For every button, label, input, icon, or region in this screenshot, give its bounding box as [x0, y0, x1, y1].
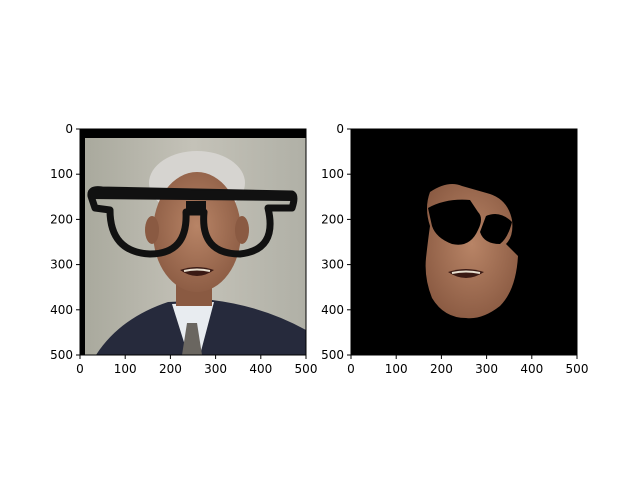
- right-xtick-label: 500: [566, 362, 589, 376]
- left-ytick-label: 300: [50, 258, 73, 272]
- eyeglasses-overlay-icon: [87, 186, 298, 258]
- right-ytick-label: 100: [321, 167, 344, 181]
- left-ytick-label: 0: [65, 122, 73, 136]
- left-black-border: [80, 129, 85, 355]
- left-ytick-label: 200: [50, 212, 73, 226]
- left-xtick-label: 200: [159, 362, 182, 376]
- right-ytick-label: 0: [336, 122, 344, 136]
- left-xtick-label: 300: [204, 362, 227, 376]
- tie: [182, 323, 202, 355]
- left-xtick-label: 0: [76, 362, 84, 376]
- top-black-border: [80, 129, 306, 138]
- left-image: [80, 129, 306, 355]
- right-image: [351, 129, 577, 355]
- left-ytick-label: 400: [50, 303, 73, 317]
- left-xtick-label: 400: [249, 362, 272, 376]
- left-xtick-label: 100: [114, 362, 137, 376]
- right-xtick-label: 200: [430, 362, 453, 376]
- right-xtick-label: 300: [475, 362, 498, 376]
- right-xtick-label: 100: [385, 362, 408, 376]
- left-xtick-label: 500: [295, 362, 318, 376]
- right-ytick-label: 400: [321, 303, 344, 317]
- face: [153, 172, 241, 292]
- right-xtick-label: 400: [520, 362, 543, 376]
- right-ytick-label: 200: [321, 212, 344, 226]
- left-ytick-label: 100: [50, 167, 73, 181]
- left-axes-frame: [79, 128, 307, 356]
- right-ytick-label: 500: [321, 348, 344, 362]
- right-ytick-label: 300: [321, 258, 344, 272]
- right-axes-frame: [350, 128, 578, 356]
- right-xtick-label: 0: [347, 362, 355, 376]
- left-ytick-label: 500: [50, 348, 73, 362]
